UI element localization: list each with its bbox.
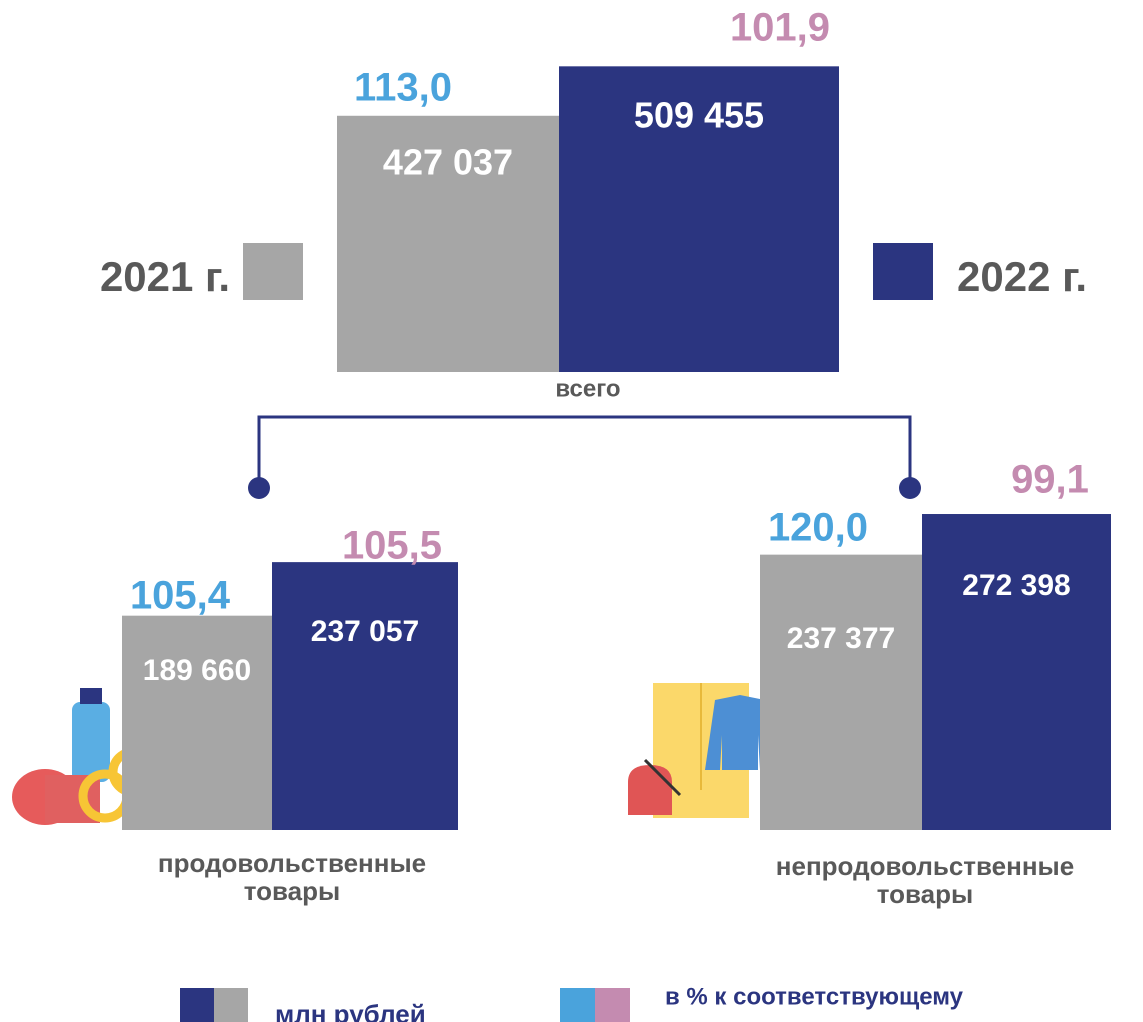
category-label: товары <box>244 876 340 906</box>
legend-swatch <box>214 988 248 1022</box>
value-label: 272 398 <box>962 569 1070 602</box>
nonfood-icon <box>628 683 775 818</box>
connector <box>248 417 921 499</box>
category-label: продовольственные <box>158 848 426 878</box>
percent-label: 105,4 <box>130 574 231 618</box>
percent-label: 105,5 <box>342 524 442 568</box>
value-label: 189 660 <box>143 654 251 687</box>
value-label: 509 455 <box>634 95 764 136</box>
percent-label: 99,1 <box>1011 458 1089 502</box>
category-label: всего <box>555 375 620 402</box>
value-label: 427 037 <box>383 142 513 183</box>
legend-label: 2021 г. <box>100 253 230 300</box>
value-label: 237 377 <box>787 622 895 655</box>
legend-percent: периоду предыдущего года <box>665 1018 997 1022</box>
value-label: 237 057 <box>311 615 419 648</box>
percent-label: 101,9 <box>730 6 830 50</box>
legend-swatch <box>873 243 933 300</box>
legend-swatch <box>595 988 630 1022</box>
percent-label: 120,0 <box>768 506 868 550</box>
bar <box>922 514 1111 830</box>
infographic: 427 037 113,0 509 455 101,9 всего 189 660 105,… <box>0 0 1143 1022</box>
bar <box>122 616 272 830</box>
bar <box>760 555 922 830</box>
legend-swatch <box>180 988 214 1022</box>
legend-percent: в % к соответствующему <box>665 983 964 1010</box>
category-label: товары <box>877 879 973 909</box>
category-label: непродовольственные <box>776 851 1074 881</box>
percent-label: 113,0 <box>354 66 452 110</box>
legend-label: 2022 г. <box>957 253 1087 300</box>
bar <box>272 562 458 830</box>
legend-swatch <box>560 988 595 1022</box>
legend-units: млн рублей <box>275 999 426 1022</box>
legend-swatch <box>243 243 303 300</box>
